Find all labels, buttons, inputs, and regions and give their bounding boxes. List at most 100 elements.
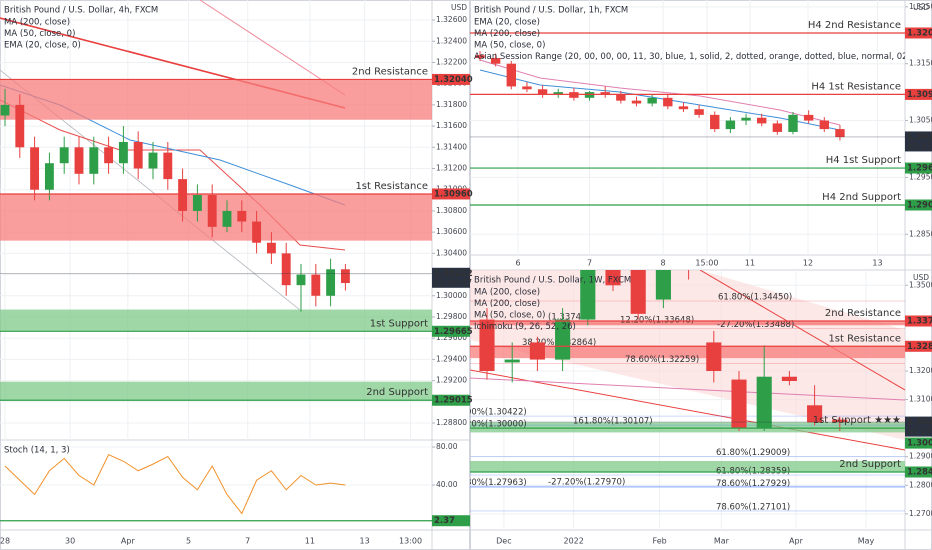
candle-body [731,379,747,429]
x-tick-label: 8 [661,259,666,268]
price-box [905,131,932,152]
y-tick-label: 1.29600 [436,333,467,342]
x-tick-label: 30 [65,537,75,546]
candle-body [479,319,495,371]
candle-body [237,210,247,222]
candle-body [678,106,689,110]
price-box [432,325,470,337]
price-box [905,466,932,478]
candle-body [694,109,704,115]
y-tick-label: 1.31800 [436,100,467,109]
candle-body [475,55,485,59]
y-tick-label: 1.29000 [909,452,932,461]
candle-body [580,270,596,320]
price-box [432,267,470,288]
price-box [432,73,470,85]
fib-label: -27.20%(1.33488) [717,320,794,330]
y-tick-label: 80.00 [436,442,458,451]
ma-line [479,59,841,126]
y-tick-label: 1.27000 [909,509,932,518]
candle-body [59,147,69,164]
x-tick-label: 12 [803,259,813,268]
y-tick-label: 1.28000 [909,480,932,489]
panel-1w: 61.80%(1.34450)12.20%(1.33648)(1.33747)-… [466,257,905,530]
y-tick-label: 40.00 [436,480,458,489]
price-box-label: 1.33750 [907,317,932,327]
indicator-label: EMA (20, close) [474,18,540,28]
price-box-label: 1.32865 [907,342,932,352]
candle-body [133,142,143,169]
fib-label: 61.80%(1.34450) [718,293,792,303]
x-tick-label: Dec [496,537,511,546]
price-box-label: 1.32040 [907,28,932,38]
zone [0,381,432,401]
y-tick-label: 1.31200 [436,164,467,173]
price-box [432,515,470,527]
candle-body [296,274,306,286]
candle-body [741,117,751,121]
indicator-label: Asian Session Range (20, 00, 00, 00, 11,… [474,52,932,62]
price-box-label: 1.29015 [907,201,932,211]
y-tick-label: 1.30000 [436,291,467,300]
level-name: H4 1st Resistance [811,81,901,92]
zone [470,321,905,326]
fib-label: 00%(1.30422) [466,408,527,418]
channel-line [470,369,905,451]
y-tick-label: 1.30500 [909,116,932,125]
candle-body [148,152,158,169]
level-name: 1st Resistance [828,333,901,344]
price-box [905,162,932,174]
zone [470,346,905,359]
candle-body [15,104,25,148]
candle-body [819,120,829,130]
candle-body [681,257,696,268]
fib-label: 80%(1.27963) [466,478,527,488]
x-tick-label: May [858,537,875,546]
price-box [905,340,932,352]
candle-body [163,152,173,180]
candle-body [725,120,736,130]
level-name: 2nd Support [839,459,901,470]
candle-body [835,129,845,138]
zone [470,422,905,433]
y-tick-label: 1.28500 [909,229,932,238]
candle-body [178,179,188,211]
fib-label: 78.60%(1.27929) [716,479,790,489]
candle-body [340,269,350,284]
candle-body [788,114,798,132]
price-box-label: 1.29015 [434,396,473,406]
indicator-label: MA (200, close) [474,299,540,309]
price-box-label: 1.30212 [907,418,932,428]
candle-body [772,123,783,132]
fib-label: 61.80%(1.29009) [716,448,790,458]
price-box-label: 1.28465 [907,468,932,478]
y-tick-label: 1.29500 [909,172,932,181]
candle-body [553,92,563,95]
candle-body [222,210,232,227]
x-tick-label: 6 [515,259,520,268]
x-tick-label: 11 [305,537,315,546]
level-name: 2nd Support [366,387,428,398]
x-tick-label: Feb [653,537,667,546]
y-tick-label: 1.29200 [436,376,467,385]
candle-body [803,114,814,121]
x-tick-label: 5 [186,537,191,546]
y-tick-label: 1.35000 [909,280,932,289]
candle-body [118,142,128,164]
price-box-label: 1.30960 [434,189,473,199]
indicator-label: MA (50, close, 0) [474,41,545,51]
indicator-label: MA (50, close, 0) [4,29,75,39]
candle-body [522,86,532,90]
candle-body [600,92,610,95]
candle-body [807,405,823,423]
axis-unit: USD [913,3,929,12]
y-tick-label: 1.32500 [909,2,932,11]
y-tick-label: 1.31400 [436,142,467,151]
level-name: H4 2nd Support [822,192,901,203]
candle-body [0,104,10,116]
ema-line [0,99,346,251]
candle-body [781,376,797,381]
y-tick-label: 1.29800 [436,312,467,321]
chart-title: British Pound / U.S. Dollar, 1W, FXCM [474,276,631,286]
